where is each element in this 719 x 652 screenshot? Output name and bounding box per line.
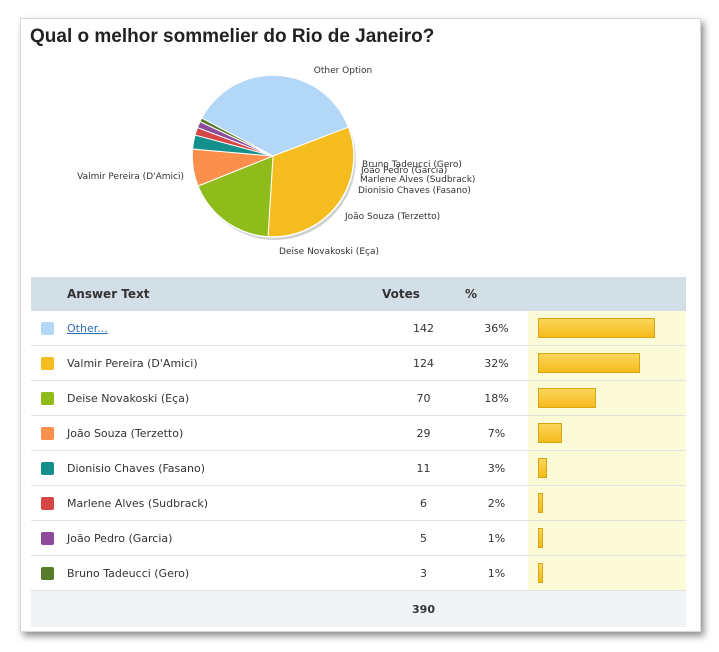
pie-label: João Souza (Terzetto)	[344, 212, 440, 222]
vote-bar	[538, 493, 543, 513]
answer-label: João Souza (Terzetto)	[67, 426, 184, 440]
answer-label: Marlene Alves (Sudbrack)	[67, 496, 209, 510]
total-votes: 390	[382, 590, 465, 627]
percent-cell: 1%	[465, 555, 528, 591]
vote-bar	[538, 563, 543, 583]
swatch-cell	[31, 415, 67, 451]
table-row: Marlene Alves (Sudbrack) 6 2%	[31, 485, 686, 521]
vote-bar	[538, 423, 562, 443]
bar-cell	[528, 520, 686, 556]
answer-text-cell: Valmir Pereira (D'Amici)	[67, 345, 382, 381]
header-votes: Votes	[382, 277, 465, 311]
answer-label: Deise Novakoski (Eça)	[67, 391, 190, 405]
answer-text-cell: Deise Novakoski (Eça)	[67, 380, 382, 416]
results-table: Answer Text Votes % Other... 142 36% Valmir…	[31, 277, 686, 627]
pie-label: Dionisio Chaves (Fasano)	[358, 186, 471, 196]
color-swatch	[41, 426, 54, 440]
swatch-cell	[31, 345, 67, 381]
answer-text-cell: Dionisio Chaves (Fasano)	[67, 450, 382, 486]
swatch-cell	[31, 380, 67, 416]
votes-cell: 124	[382, 345, 465, 381]
answer-text-cell: Other...	[67, 311, 382, 346]
total-row: 390	[31, 590, 686, 627]
color-swatch	[41, 321, 54, 335]
answer-text-cell: Marlene Alves (Sudbrack)	[67, 485, 382, 521]
bar-cell	[528, 450, 686, 486]
bar-cell	[528, 485, 686, 521]
pie-label: Marlene Alves (Sudbrack)	[360, 175, 475, 185]
percent-cell: 1%	[465, 520, 528, 556]
total-swatch-cell	[31, 590, 67, 627]
table-row: Valmir Pereira (D'Amici) 124 32%	[31, 345, 686, 381]
bar-cell	[528, 415, 686, 451]
total-percent-cell	[465, 590, 528, 627]
votes-cell: 29	[382, 415, 465, 451]
color-swatch	[41, 356, 54, 370]
swatch-cell	[31, 520, 67, 556]
pie-chart: Other Option Valmir Pereira (D'Amici) Deis…	[77, 66, 475, 257]
votes-cell: 3	[382, 555, 465, 591]
table-row: Deise Novakoski (Eça) 70 18%	[31, 380, 686, 416]
percent-cell: 7%	[465, 415, 528, 451]
answer-text-cell: João Pedro (Garcia)	[67, 520, 382, 556]
vote-bar	[538, 528, 543, 548]
table-row: Bruno Tadeucci (Gero) 3 1%	[31, 555, 686, 591]
bar-cell	[528, 345, 686, 381]
swatch-cell	[31, 450, 67, 486]
votes-cell: 5	[382, 520, 465, 556]
votes-cell: 6	[382, 485, 465, 521]
answer-label: Dionisio Chaves (Fasano)	[67, 461, 206, 475]
bar-cell	[528, 311, 686, 346]
total-bar-cell	[528, 590, 686, 627]
votes-cell: 70	[382, 380, 465, 416]
swatch-cell	[31, 555, 67, 591]
color-swatch	[41, 531, 54, 545]
pie-label: Valmir Pereira (D'Amici)	[77, 172, 184, 182]
percent-cell: 36%	[465, 311, 528, 346]
swatch-cell	[31, 485, 67, 521]
vote-bar	[538, 318, 655, 338]
header-bar-cell	[528, 277, 686, 311]
header-swatch-cell	[31, 277, 67, 311]
poll-title: Qual o melhor sommelier do Rio de Janeir…	[30, 26, 435, 47]
color-swatch	[41, 566, 54, 580]
percent-cell: 18%	[465, 380, 528, 416]
table-header-row: Answer Text Votes %	[31, 277, 686, 311]
vote-bar	[538, 458, 547, 478]
vote-bar	[538, 353, 640, 373]
answer-label: Valmir Pereira (D'Amici)	[67, 356, 198, 370]
header-percent: %	[465, 277, 528, 311]
header-answer-text: Answer Text	[67, 277, 382, 311]
other-answers-link[interactable]: Other...	[67, 321, 108, 335]
color-swatch	[41, 391, 54, 405]
pie-outline	[191, 74, 355, 238]
color-swatch	[41, 461, 54, 475]
answer-text-cell: João Souza (Terzetto)	[67, 415, 382, 451]
answer-label: João Pedro (Garcia)	[67, 531, 173, 545]
bar-cell	[528, 555, 686, 591]
vote-bar	[538, 388, 596, 408]
votes-cell: 142	[382, 311, 465, 346]
answer-text-cell: Bruno Tadeucci (Gero)	[67, 555, 382, 591]
pie-label: João Pedro (Garcia)	[360, 166, 447, 176]
percent-cell: 3%	[465, 450, 528, 486]
table-row: João Souza (Terzetto) 29 7%	[31, 415, 686, 451]
percent-cell: 2%	[465, 485, 528, 521]
answer-label: Bruno Tadeucci (Gero)	[67, 566, 190, 580]
color-swatch	[41, 496, 54, 510]
swatch-cell	[31, 311, 67, 346]
table-row: Dionisio Chaves (Fasano) 11 3%	[31, 450, 686, 486]
bar-cell	[528, 380, 686, 416]
total-label-cell	[67, 590, 382, 627]
percent-cell: 32%	[465, 345, 528, 381]
pie-label: Bruno Tadeucci (Gero)	[362, 160, 462, 170]
pie-label: Other Option	[314, 66, 372, 76]
table-row: João Pedro (Garcia) 5 1%	[31, 520, 686, 556]
pie-label: Deise Novakoski (Eça)	[279, 247, 379, 257]
table-row: Other... 142 36%	[31, 311, 686, 346]
votes-cell: 11	[382, 450, 465, 486]
